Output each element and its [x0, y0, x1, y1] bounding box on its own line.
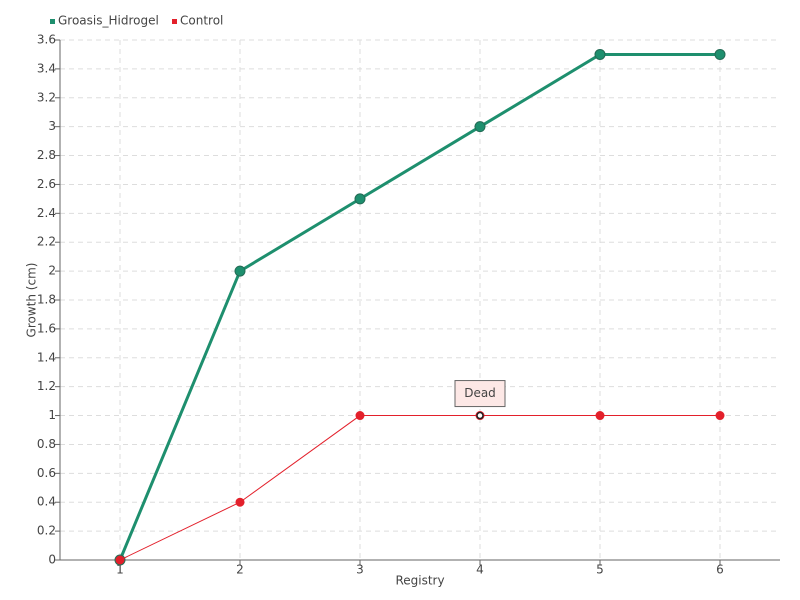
y-tick-label: 0.4: [37, 495, 56, 509]
data-point: [354, 193, 366, 205]
y-tick-label: 1: [48, 408, 56, 422]
data-point: [235, 497, 245, 507]
data-point: [355, 411, 365, 421]
y-tick-label: 3.6: [37, 33, 56, 47]
data-point: [115, 555, 125, 565]
x-tick-label: 3: [356, 563, 364, 577]
y-tick-label: 1.4: [37, 350, 56, 364]
series-line: [118, 52, 720, 561]
legend-label: Groasis_Hidrogel: [58, 14, 159, 28]
x-tick-label: 6: [716, 563, 724, 577]
x-tick-label: 2: [236, 563, 244, 577]
data-point: [594, 48, 606, 60]
data-point: [595, 411, 605, 421]
y-tick-label: 2.4: [37, 206, 56, 220]
x-axis-label: Registry: [395, 574, 444, 588]
legend-swatch: [50, 19, 55, 24]
y-tick-label: 1.2: [37, 379, 56, 393]
y-tick-label: 0: [48, 553, 56, 567]
annotation-point: [476, 411, 484, 420]
legend-swatch: [172, 19, 177, 24]
data-point: [474, 121, 486, 133]
y-axis-label: Growth (cm): [25, 263, 39, 338]
y-tick-label: 0.6: [37, 466, 56, 480]
y-tick-label: 2.6: [37, 177, 56, 191]
x-tick-label: 4: [476, 563, 484, 577]
y-tick-label: 2.8: [37, 148, 56, 162]
y-tick-label: 1.8: [37, 293, 56, 307]
legend-label: Control: [180, 14, 223, 28]
annotation-box: [454, 380, 506, 408]
x-tick-label: 5: [596, 563, 604, 577]
y-tick-label: 1.6: [37, 321, 56, 335]
y-tick-label: 3.4: [37, 61, 56, 75]
data-point: [234, 265, 246, 277]
y-tick-label: 2: [48, 264, 56, 278]
data-point: [715, 411, 725, 421]
x-tick-label: 1: [116, 563, 124, 577]
data-point: [714, 48, 726, 60]
y-tick-label: 0.8: [37, 437, 56, 451]
series-line: [119, 415, 720, 561]
y-tick-label: 3: [48, 119, 56, 133]
annotation-text: Dead: [464, 386, 496, 400]
y-tick-label: 0.2: [37, 524, 56, 538]
y-tick-label: 2.2: [37, 235, 56, 249]
y-tick-label: 3.2: [37, 90, 56, 104]
